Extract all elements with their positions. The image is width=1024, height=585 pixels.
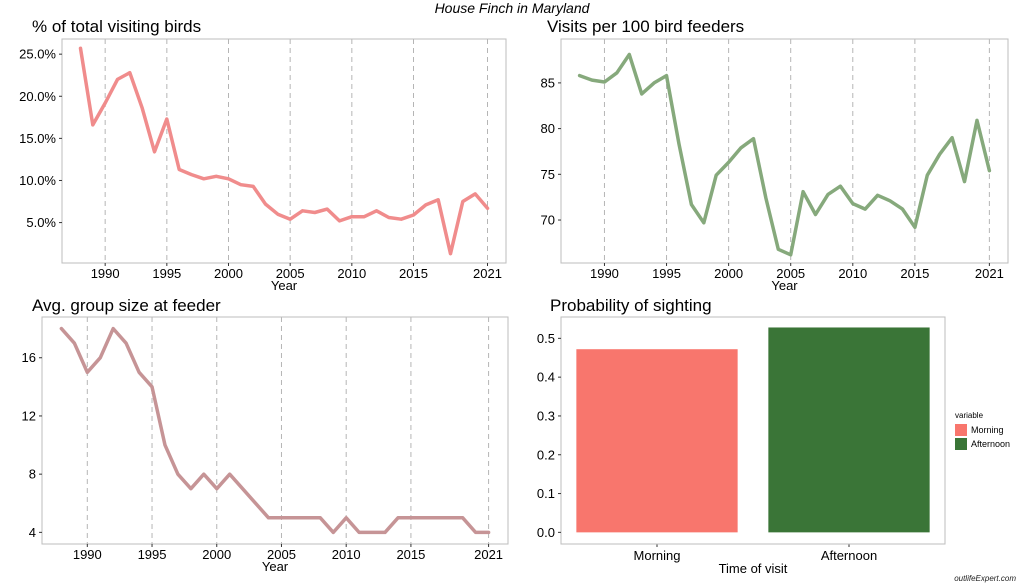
x-tick-label-2021: 2021 [975,266,1004,281]
y-tick-label-prob-4: 0.4 [537,370,555,385]
legend-item-afternoon: Afternoon [955,437,1010,451]
x-axis-label-pct: Year [271,278,298,293]
legend-title: variable [955,411,984,420]
y-tick-label-group-1: 8 [29,467,36,482]
panel-border-visits [560,38,1009,264]
panel-border-group [41,316,509,545]
x-tick-label-2010: 2010 [838,266,867,281]
panel-border-prob [560,316,946,545]
x-tick-label-2015: 2015 [900,266,929,281]
panel-title-pct: % of total visiting birds [32,17,202,36]
y-tick-label-prob-2: 0.2 [537,447,555,462]
x-tick-label-1995: 1995 [152,266,181,281]
panel-border-pct [61,38,507,264]
y-tick-label-pct-0: 5.0% [26,215,56,230]
x-tick-label-afternoon: Afternoon [821,548,877,563]
y-tick-label-visits-3: 85 [541,75,555,90]
x-tick-label-1990: 1990 [73,547,102,562]
y-tick-label-prob-3: 0.3 [537,408,555,423]
y-tick-label-pct-1: 10.0% [19,173,56,188]
legend-label-morning: Morning [971,425,1004,435]
x-tick-label-2015: 2015 [396,547,425,562]
x-tick-label-1995: 1995 [652,266,681,281]
x-tick-label-2005: 2005 [276,266,305,281]
x-axis-label-prob: Time of visit [719,561,788,576]
y-tick-label-prob-1: 0.1 [537,486,555,501]
legend-key-morning [955,424,967,436]
legend-item-morning: Morning [955,423,1010,437]
y-tick-label-group-0: 4 [29,525,36,540]
legend-label-afternoon: Afternoon [971,439,1011,449]
x-tick-label-1995: 1995 [138,547,167,562]
x-tick-label-1990: 1990 [590,266,619,281]
series-line-group [59,326,491,535]
x-tick-label-2021: 2021 [474,547,503,562]
x-tick-label-2005: 2005 [776,266,805,281]
x-axis-label-group: Year [262,559,289,574]
panel-title-group: Avg. group size at feeder [32,296,221,315]
x-tick-label-morning: Morning [634,548,681,563]
x-tick-label-2005: 2005 [267,547,296,562]
x-tick-label-2010: 2010 [337,266,366,281]
y-tick-label-prob-5: 0.5 [537,331,555,346]
x-tick-label-2021: 2021 [473,266,502,281]
bar-morning [576,349,738,533]
y-tick-label-group-2: 12 [22,408,36,423]
y-tick-label-visits-2: 80 [541,121,555,136]
legend-key-afternoon [955,438,967,450]
x-tick-label-1990: 1990 [91,266,120,281]
y-tick-label-pct-4: 25.0% [19,47,56,62]
x-tick-label-2000: 2000 [214,266,243,281]
y-tick-label-pct-3: 20.0% [19,89,56,104]
series-line-pct [78,46,490,256]
x-axis-label-visits: Year [771,278,798,293]
y-tick-label-group-3: 16 [22,350,36,365]
x-tick-label-2010: 2010 [332,547,361,562]
y-tick-label-pct-2: 15.0% [19,131,56,146]
x-tick-label-2015: 2015 [399,266,428,281]
x-tick-label-2000: 2000 [202,547,231,562]
x-tick-label-2000: 2000 [714,266,743,281]
bar-afternoon [768,327,930,533]
legend: variable Morning Afternoon [955,411,1010,451]
y-tick-label-prob-0: 0.0 [537,525,555,540]
y-tick-label-visits-1: 75 [541,167,555,182]
panel-title-prob: Probability of sighting [550,296,712,315]
series-line-visits [577,52,992,257]
y-tick-label-visits-0: 70 [541,213,555,228]
watermark: outlifeExpert.com [954,574,1016,583]
figure-title: House Finch in Maryland [434,0,590,16]
panel-title-visits: Visits per 100 bird feeders [547,17,745,36]
